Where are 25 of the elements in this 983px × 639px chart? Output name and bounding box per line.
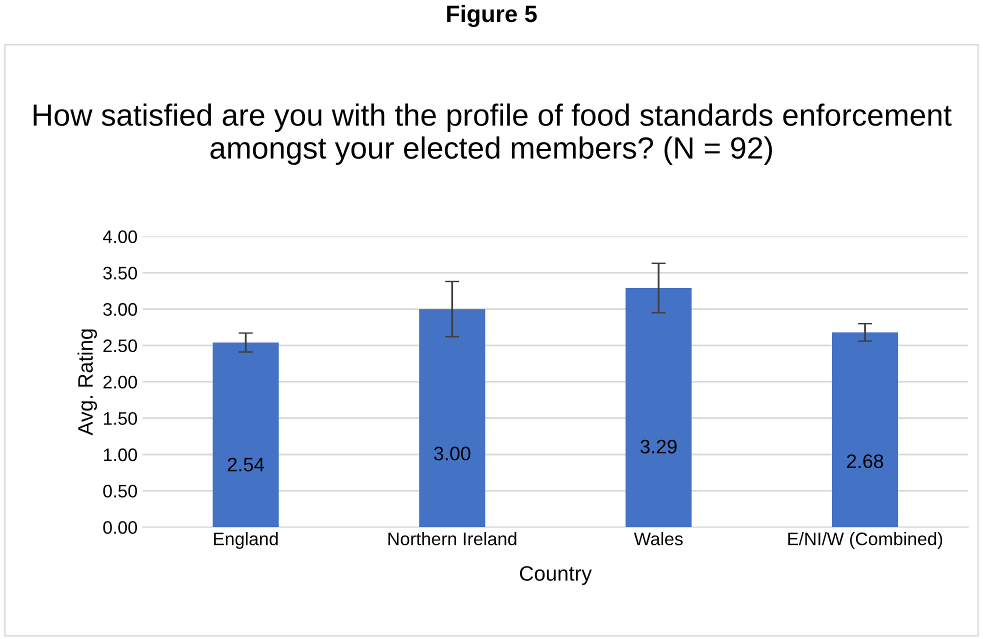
data-label: 2.68 <box>847 454 884 468</box>
x-tick-label: England <box>214 532 278 549</box>
caption: Figure 5 <box>447 4 537 28</box>
y-tick-label: 2.50 <box>103 339 137 352</box>
y-tick-label: 3.50 <box>103 266 137 280</box>
bar <box>419 309 486 528</box>
y-tick-label: 4.00 <box>102 230 137 244</box>
bar <box>212 342 279 528</box>
y-tick-label: 2.00 <box>103 376 137 389</box>
chart-title: How satisfied are you with the profile of food standards enforcement amongst your elected members? (N = 92) <box>34 103 952 165</box>
y-tick-label: 0.00 <box>103 521 137 534</box>
y-axis-title: Avg. Rating <box>78 329 97 436</box>
x-axis-title: Country <box>520 566 592 585</box>
x-tick-label: Northern Ireland <box>388 532 516 546</box>
y-tick-label: 3.00 <box>103 303 137 316</box>
x-tick-label: E/NI/W (Combined) <box>788 532 942 549</box>
data-label: 2.54 <box>228 458 264 472</box>
x-tick-label: Wales <box>634 532 683 546</box>
data-label: 3.29 <box>640 440 677 454</box>
bar <box>832 332 898 528</box>
bar <box>626 288 692 528</box>
y-tick-label: 0.50 <box>103 484 137 498</box>
y-tick-label: 1.00 <box>104 448 137 462</box>
y-tick-label: 1.50 <box>104 412 137 425</box>
data-label: 3.00 <box>434 446 470 460</box>
